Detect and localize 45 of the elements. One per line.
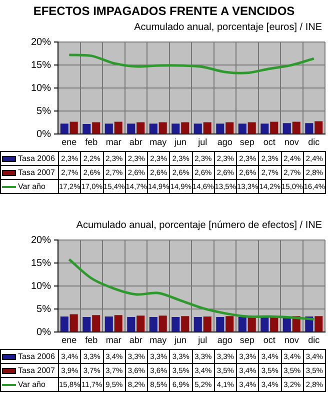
- x-tick-label: nov: [284, 335, 300, 346]
- y-tick-label: 15%: [30, 60, 52, 71]
- y-tick-label: 10%: [30, 280, 52, 292]
- x-tick-label: nov: [284, 137, 300, 148]
- x-tick-label: feb: [85, 335, 98, 346]
- x-tick-label: ene: [62, 335, 77, 346]
- chart-subtitle: Acumulado anual, porcentaje [número de efectos] / INE: [75, 220, 323, 231]
- x-tick-label: may: [150, 137, 168, 148]
- x-tick-label: dic: [308, 137, 320, 148]
- x-tick-label: dic: [308, 335, 320, 346]
- y-tick-label: 20%: [30, 234, 52, 246]
- y-tick-label: 15%: [30, 258, 52, 269]
- x-tick-label: ago: [217, 137, 232, 148]
- legend-label: Tasa 2007: [18, 366, 55, 375]
- y-tick-label: 0%: [36, 128, 52, 140]
- x-tick-label: jul: [197, 137, 208, 148]
- legend-label: Tasa 2007: [18, 168, 55, 177]
- x-tick-label: feb: [85, 137, 98, 148]
- x-tick-label: abr: [129, 137, 142, 148]
- legend-label: Tasa 2006: [18, 154, 55, 163]
- chart-subtitle: Acumulado anual, porcentaje [euros] / INE: [133, 22, 323, 33]
- line-series: [68, 258, 316, 321]
- line-series: [68, 54, 316, 74]
- x-tick-label: mar: [106, 137, 122, 148]
- legend-label: Var año: [18, 182, 46, 191]
- y-tick-label: 10%: [30, 82, 52, 94]
- x-tick-label: oct: [263, 137, 276, 148]
- legend-label: Var año: [18, 380, 46, 389]
- chart-title: EFECTOS IMPAGADOS FRENTE A VENCIDOS: [32, 3, 296, 18]
- x-tick-label: jun: [173, 137, 186, 148]
- x-tick-label: sep: [240, 137, 254, 148]
- x-tick-label: mar: [106, 335, 122, 346]
- x-tick-label: jul: [197, 335, 208, 346]
- x-tick-label: oct: [263, 335, 276, 346]
- x-tick-label: sep: [240, 335, 254, 346]
- y-tick-label: 0%: [36, 326, 52, 338]
- x-tick-label: abr: [129, 335, 142, 346]
- x-tick-label: jun: [173, 335, 186, 346]
- y-tick-label: 20%: [30, 36, 52, 48]
- x-tick-label: ago: [217, 335, 232, 346]
- legend-label: Tasa 2006: [18, 352, 55, 361]
- y-tick-label: 5%: [36, 106, 52, 117]
- y-tick-label: 5%: [36, 304, 52, 315]
- x-tick-label: ene: [62, 137, 77, 148]
- x-tick-label: may: [150, 335, 168, 346]
